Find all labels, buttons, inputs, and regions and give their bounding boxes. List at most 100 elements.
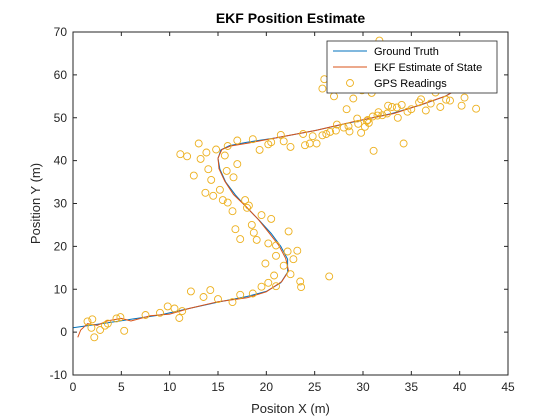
legend-entry: EKF Estimate of State [374,62,482,74]
y-tick-label: 50 [54,111,68,125]
gps-point [231,225,240,234]
gps-point [267,214,276,223]
gps-point [279,261,288,270]
gps-point [399,139,408,148]
y-tick-label: 60 [54,68,68,82]
gps-point [264,278,273,287]
x-tick-label: 20 [260,380,274,394]
gps-point [299,130,308,138]
gps-point [228,298,237,307]
gps-point [220,151,229,160]
gps-point [331,126,340,135]
gps-point [257,211,266,220]
legend-entry: Ground Truth [374,46,439,58]
gps-point [279,137,288,146]
y-tick-label: 0 [60,325,67,339]
gps-point [349,94,358,103]
y-tick-label: 30 [54,197,68,211]
gps-point [261,259,270,268]
gps-point [120,326,129,335]
gps-point [296,277,305,286]
gps-point [83,317,92,326]
gps-point [344,122,353,131]
gps-point [204,165,213,174]
gps-point [388,103,396,111]
gps-point [222,166,231,175]
y-tick-label: 20 [54,239,68,253]
gps-point [112,314,121,323]
x-tick-label: 15 [211,380,225,394]
chart-title: EKF Position Estimate [216,10,366,26]
gps-point [417,95,425,104]
gps-point [426,99,435,108]
legend-swatch [346,79,354,87]
x-tick-label: 0 [70,380,77,394]
gps-point [472,104,481,113]
gps-point [272,251,280,260]
gps-point [229,173,238,182]
gps-point [214,295,222,304]
y-axis-label: Position Y (m) [28,163,43,244]
gps-point [249,228,258,237]
gps-point [286,142,295,151]
gps-point [186,287,195,296]
gps-point [257,282,266,291]
gps-point [196,154,205,163]
y-tick-label: 40 [54,154,68,168]
gps-point [270,271,279,280]
gps-point [293,246,302,255]
gps-point [353,114,362,123]
gps-point [212,145,221,154]
gps-point [286,270,295,279]
gps-point [289,255,298,264]
gps-point [326,127,335,136]
gps-point [215,185,224,194]
gps-point [236,235,245,244]
gps-point [96,326,105,334]
gps-point [90,333,99,342]
gps-point [202,148,211,157]
gps-point [393,113,402,122]
gps-point [339,123,348,132]
x-tick-label: 45 [501,380,515,394]
gps-point [201,188,210,197]
gps-point [236,290,245,299]
y-tick-label: 10 [54,282,68,296]
gps-point [218,196,227,205]
gps-point [384,101,393,110]
gps-point [207,175,216,184]
gps-point [116,313,125,322]
gps-point [189,171,198,180]
gps-point [283,247,292,256]
legend-entry: GPS Readings [374,78,447,90]
gps-point [244,201,253,210]
gps-point [383,109,392,118]
gps-point [103,319,112,328]
gps-point [374,108,383,117]
gps-point [272,241,280,250]
gps-point [342,105,351,114]
gps-point [276,130,285,139]
gps-point [141,311,150,319]
gps-point [308,132,317,141]
gps-point [345,127,354,136]
gps-point [332,120,341,129]
gps-point [446,96,454,105]
gps-point [284,227,293,236]
gps-point [175,314,184,322]
y-tick-label: -10 [50,368,68,382]
gps-point [243,203,251,212]
x-tick-label: 10 [163,380,177,394]
series-line-1 [77,87,460,338]
gps-point [460,93,469,102]
gps-point [248,135,257,144]
gps-point [223,198,232,207]
gps-point [297,283,306,292]
gps-point [354,119,363,128]
x-tick-label: 30 [356,380,370,394]
gps-point [209,191,218,200]
gps-point [255,145,264,154]
gps-point [264,239,273,248]
